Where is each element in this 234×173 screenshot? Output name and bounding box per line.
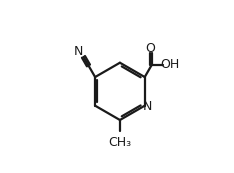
Text: N: N (143, 100, 153, 113)
Text: O: O (146, 42, 156, 55)
Text: OH: OH (160, 58, 179, 71)
Text: N: N (73, 45, 83, 58)
Text: CH₃: CH₃ (108, 136, 132, 149)
